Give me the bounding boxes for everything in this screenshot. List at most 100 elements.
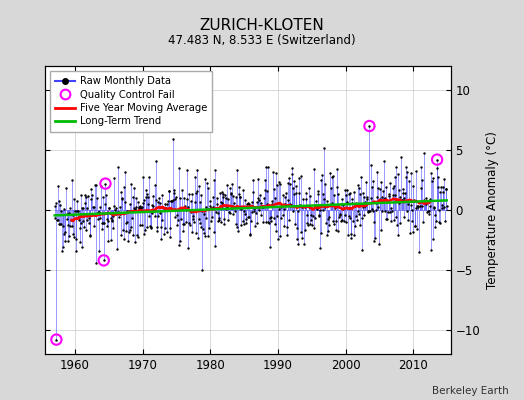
Point bbox=[130, 239, 139, 246]
Point bbox=[131, 206, 139, 212]
Point bbox=[75, 239, 84, 245]
Point bbox=[245, 214, 253, 220]
Point bbox=[165, 188, 173, 194]
Point bbox=[188, 191, 196, 197]
Point bbox=[70, 196, 78, 202]
Point bbox=[394, 171, 402, 178]
Point bbox=[97, 220, 106, 226]
Point bbox=[144, 193, 152, 200]
Point bbox=[224, 216, 232, 223]
Point bbox=[149, 203, 157, 210]
Point bbox=[406, 230, 414, 236]
Point bbox=[85, 232, 94, 238]
Point bbox=[67, 217, 75, 223]
Point bbox=[56, 202, 64, 208]
Point bbox=[222, 194, 230, 201]
Point bbox=[316, 245, 324, 251]
Point bbox=[320, 145, 329, 151]
Point bbox=[401, 190, 409, 196]
Point bbox=[298, 234, 306, 241]
Point bbox=[237, 222, 246, 228]
Point bbox=[252, 210, 260, 216]
Point bbox=[223, 182, 232, 188]
Point bbox=[180, 221, 189, 227]
Point bbox=[384, 208, 392, 215]
Point bbox=[195, 183, 203, 190]
Point bbox=[366, 208, 374, 214]
Point bbox=[160, 201, 169, 207]
Point bbox=[136, 202, 144, 209]
Point bbox=[439, 189, 447, 196]
Point bbox=[156, 199, 164, 206]
Point bbox=[51, 215, 59, 221]
Point bbox=[346, 234, 355, 241]
Point bbox=[375, 195, 384, 202]
Point bbox=[301, 190, 310, 196]
Point bbox=[253, 198, 261, 205]
Point bbox=[331, 205, 339, 212]
Point bbox=[59, 222, 68, 229]
Point bbox=[335, 214, 343, 220]
Point bbox=[246, 232, 254, 238]
Point bbox=[79, 218, 88, 225]
Point bbox=[353, 217, 361, 223]
Point bbox=[366, 195, 375, 201]
Point bbox=[54, 198, 63, 204]
Point bbox=[419, 150, 428, 157]
Point bbox=[336, 212, 344, 219]
Point bbox=[347, 231, 356, 238]
Point bbox=[431, 212, 440, 218]
Point bbox=[412, 203, 421, 210]
Point bbox=[440, 204, 448, 210]
Point bbox=[77, 220, 85, 226]
Point bbox=[123, 208, 131, 214]
Point bbox=[401, 164, 410, 170]
Point bbox=[263, 188, 271, 194]
Point bbox=[260, 195, 268, 201]
Point bbox=[306, 193, 314, 200]
Point bbox=[247, 209, 256, 215]
Point bbox=[219, 194, 227, 200]
Point bbox=[310, 166, 319, 172]
Point bbox=[389, 185, 397, 192]
Point bbox=[292, 236, 301, 242]
Point bbox=[66, 205, 74, 211]
Point bbox=[382, 184, 390, 190]
Point bbox=[390, 183, 398, 190]
Point bbox=[113, 210, 122, 217]
Point bbox=[434, 184, 442, 190]
Point bbox=[439, 184, 447, 190]
Point bbox=[298, 204, 307, 210]
Point bbox=[96, 204, 105, 210]
Point bbox=[355, 211, 363, 218]
Point bbox=[271, 195, 279, 201]
Point bbox=[115, 213, 123, 220]
Point bbox=[175, 242, 183, 248]
Point bbox=[395, 187, 403, 193]
Point bbox=[87, 186, 95, 192]
Point bbox=[168, 136, 177, 142]
Point bbox=[56, 221, 64, 227]
Point bbox=[291, 190, 300, 197]
Point bbox=[201, 233, 210, 240]
Point bbox=[363, 194, 372, 200]
Point bbox=[212, 209, 220, 215]
Point bbox=[235, 194, 244, 200]
Point bbox=[230, 199, 238, 206]
Point bbox=[128, 194, 137, 200]
Point bbox=[57, 221, 65, 227]
Point bbox=[202, 204, 211, 210]
Point bbox=[324, 214, 333, 220]
Point bbox=[172, 194, 180, 200]
Point bbox=[57, 208, 66, 214]
Point bbox=[135, 204, 143, 210]
Point bbox=[195, 220, 204, 226]
Point bbox=[198, 208, 206, 214]
Point bbox=[52, 336, 61, 343]
Point bbox=[125, 229, 133, 236]
Point bbox=[198, 267, 206, 273]
Point bbox=[410, 222, 419, 229]
Point bbox=[350, 189, 358, 195]
Point bbox=[303, 212, 312, 218]
Point bbox=[151, 213, 159, 220]
